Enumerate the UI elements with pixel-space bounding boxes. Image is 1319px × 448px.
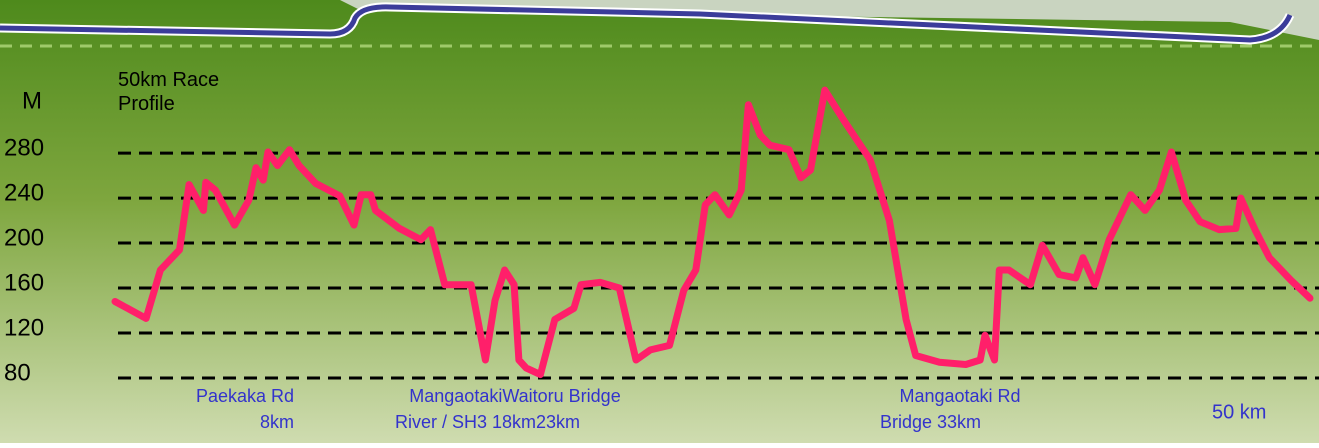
chart-title: 50km Race Profile bbox=[118, 69, 220, 115]
x-axis-label: 50 km bbox=[1212, 401, 1266, 423]
y-tick-label: 120 bbox=[4, 314, 44, 341]
annotation: Bridge 33km bbox=[880, 412, 981, 432]
y-tick-label: 200 bbox=[4, 224, 44, 251]
y-tick-label: 280 bbox=[4, 134, 44, 161]
title-box: 50km Race Profile bbox=[118, 69, 220, 115]
elevation-line bbox=[111, 86, 1314, 379]
road bbox=[0, 4, 1293, 43]
annotation: Mangaotaki Rd bbox=[899, 386, 1020, 406]
annotation: 8km bbox=[260, 412, 294, 432]
y-tick-label: 160 bbox=[4, 269, 44, 296]
y-tick-label: 80 bbox=[4, 359, 31, 386]
y-axis-label: M bbox=[22, 87, 42, 114]
annotation: River / SH3 18km23km bbox=[395, 412, 580, 432]
annotation: MangaotakiWaitoru Bridge bbox=[409, 386, 620, 406]
y-tick-label: 240 bbox=[4, 179, 44, 206]
annotation: Paekaka Rd bbox=[196, 386, 294, 406]
